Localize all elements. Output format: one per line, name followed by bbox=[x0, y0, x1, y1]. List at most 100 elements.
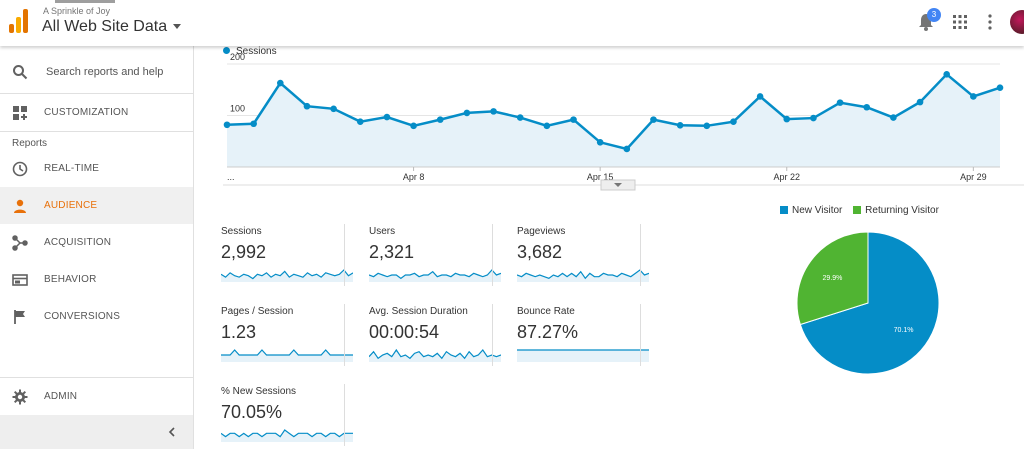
more-vert-icon[interactable] bbox=[987, 14, 993, 30]
data-point[interactable] bbox=[943, 71, 950, 78]
notification-badge: 3 bbox=[927, 8, 941, 22]
metric-sparkline bbox=[369, 269, 501, 282]
metric-card[interactable]: Pageviews 3,682 bbox=[501, 216, 649, 288]
sparkline-line bbox=[369, 348, 501, 360]
data-point[interactable] bbox=[970, 93, 977, 100]
metric-label: Sessions bbox=[221, 226, 262, 237]
sessions-line-chart[interactable]: 100 200... Apr 8 Apr 15 Apr 22 Apr 29 bbox=[205, 46, 1024, 196]
metric-label: Bounce Rate bbox=[517, 306, 575, 317]
data-point[interactable] bbox=[543, 122, 551, 130]
main-content: 100 200... Apr 8 Apr 15 Apr 22 Apr 29 Session… bbox=[205, 46, 1024, 449]
x-tick-label: Apr 15 bbox=[587, 172, 614, 182]
series-line bbox=[226, 72, 1001, 151]
data-point[interactable] bbox=[703, 122, 711, 130]
data-point[interactable] bbox=[356, 118, 364, 125]
sidebar-item-label: BEHAVIOR bbox=[44, 274, 97, 285]
avatar[interactable] bbox=[1010, 10, 1024, 34]
data-point[interactable] bbox=[730, 118, 737, 125]
caret-down-icon bbox=[173, 24, 182, 30]
behavior-icon bbox=[12, 274, 28, 286]
data-point[interactable] bbox=[650, 116, 657, 123]
pie-slice-label: 29.9% bbox=[823, 275, 843, 282]
metric-card[interactable]: % New Sessions 70.05% bbox=[205, 376, 353, 448]
series-area bbox=[227, 74, 1000, 167]
data-point[interactable] bbox=[676, 121, 684, 129]
view-selector[interactable]: All Web Site Data bbox=[42, 18, 182, 36]
data-point[interactable] bbox=[490, 108, 497, 115]
visitor-pie-chart[interactable]: 70.1% 29.9% bbox=[793, 230, 953, 380]
data-point[interactable] bbox=[890, 114, 897, 121]
data-point[interactable] bbox=[277, 79, 284, 87]
data-point[interactable] bbox=[516, 114, 524, 121]
data-point[interactable] bbox=[916, 98, 924, 106]
data-point[interactable] bbox=[596, 138, 604, 146]
analytics-logo[interactable] bbox=[9, 9, 29, 33]
metric-label: Pageviews bbox=[517, 226, 566, 237]
metric-label: Users bbox=[369, 226, 396, 237]
sidebar-item-label: CONVERSIONS bbox=[44, 311, 121, 322]
data-point[interactable] bbox=[996, 84, 1004, 91]
pie-slice[interactable] bbox=[796, 231, 869, 326]
metric-divider bbox=[344, 224, 345, 286]
x-tick-label: Apr 29 bbox=[960, 172, 987, 182]
legend-item-new-visitor: New Visitor bbox=[780, 205, 842, 216]
data-point[interactable] bbox=[810, 114, 817, 122]
metric-sparkline bbox=[221, 349, 353, 362]
account-name: A Sprinkle of Joy bbox=[43, 6, 111, 16]
sparkline-area bbox=[517, 350, 649, 362]
data-point[interactable] bbox=[410, 122, 417, 130]
metric-value: 3,682 bbox=[517, 242, 563, 262]
sparkline-area bbox=[221, 350, 353, 362]
metric-card[interactable]: Users 2,321 bbox=[353, 216, 501, 288]
data-point[interactable] bbox=[436, 116, 444, 123]
person-icon bbox=[14, 199, 26, 213]
metric-value: 2,321 bbox=[369, 242, 415, 262]
pie-slice[interactable] bbox=[799, 231, 940, 375]
data-point[interactable] bbox=[783, 115, 791, 123]
metric-card[interactable]: Avg. Session Duration 00:00:54 bbox=[353, 296, 501, 368]
metric-card[interactable]: Pages / Session 1.23 bbox=[205, 296, 353, 368]
sidebar-item-admin[interactable]: ADMIN bbox=[0, 377, 193, 414]
apps-grid-icon[interactable] bbox=[953, 15, 967, 29]
sidebar-item-audience[interactable]: AUDIENCE bbox=[0, 187, 193, 224]
sparkline-area bbox=[369, 270, 501, 282]
data-point[interactable] bbox=[250, 120, 257, 128]
sidebar-item-label: ADMIN bbox=[44, 391, 78, 402]
x-tick-label: Apr 8 bbox=[403, 172, 425, 182]
data-point[interactable] bbox=[836, 99, 844, 106]
data-point[interactable] bbox=[330, 105, 337, 113]
data-point[interactable] bbox=[463, 109, 471, 117]
metric-divider bbox=[344, 304, 345, 366]
search-placeholder: Search reports and help bbox=[46, 66, 164, 78]
sparkline-line bbox=[221, 429, 353, 438]
metric-card[interactable]: Sessions 2,992 bbox=[205, 216, 353, 288]
metric-value: 87.27% bbox=[517, 322, 579, 342]
legend-label: Returning Visitor bbox=[865, 205, 939, 216]
top-bar: A Sprinkle of Joy All Web Site Data 3 bbox=[0, 0, 1024, 46]
sparkline-line bbox=[517, 269, 649, 280]
sidebar-item-real-time[interactable]: REAL-TIME bbox=[0, 150, 193, 187]
data-point[interactable] bbox=[623, 145, 631, 153]
search-reports[interactable]: Search reports and help bbox=[0, 50, 193, 94]
data-point[interactable] bbox=[383, 113, 391, 121]
data-point[interactable] bbox=[223, 121, 231, 129]
clock-icon bbox=[12, 161, 28, 177]
dashboard-plus-icon bbox=[13, 106, 27, 120]
data-point[interactable] bbox=[303, 102, 311, 110]
y-tick-label: 200 bbox=[230, 52, 245, 62]
sidebar-item-behavior[interactable]: BEHAVIOR bbox=[0, 261, 193, 298]
sidebar-item-customization[interactable]: CUSTOMIZATION bbox=[0, 94, 193, 132]
metric-divider bbox=[492, 224, 493, 286]
metric-value: 2,992 bbox=[221, 242, 267, 262]
sidebar-item-acquisition[interactable]: ACQUISITION bbox=[0, 224, 193, 261]
caret-down-icon bbox=[614, 183, 622, 187]
collapse-sidebar-button[interactable] bbox=[0, 415, 193, 449]
data-point[interactable] bbox=[756, 93, 764, 100]
data-point[interactable] bbox=[570, 116, 577, 123]
sidebar-item-conversions[interactable]: CONVERSIONS bbox=[0, 298, 193, 335]
legend-label: New Visitor bbox=[792, 205, 843, 216]
sidebar-item-label: CUSTOMIZATION bbox=[44, 107, 129, 118]
metric-card[interactable]: Bounce Rate 87.27% bbox=[501, 296, 649, 368]
data-point[interactable] bbox=[863, 103, 871, 111]
metric-sparkline bbox=[517, 349, 649, 362]
